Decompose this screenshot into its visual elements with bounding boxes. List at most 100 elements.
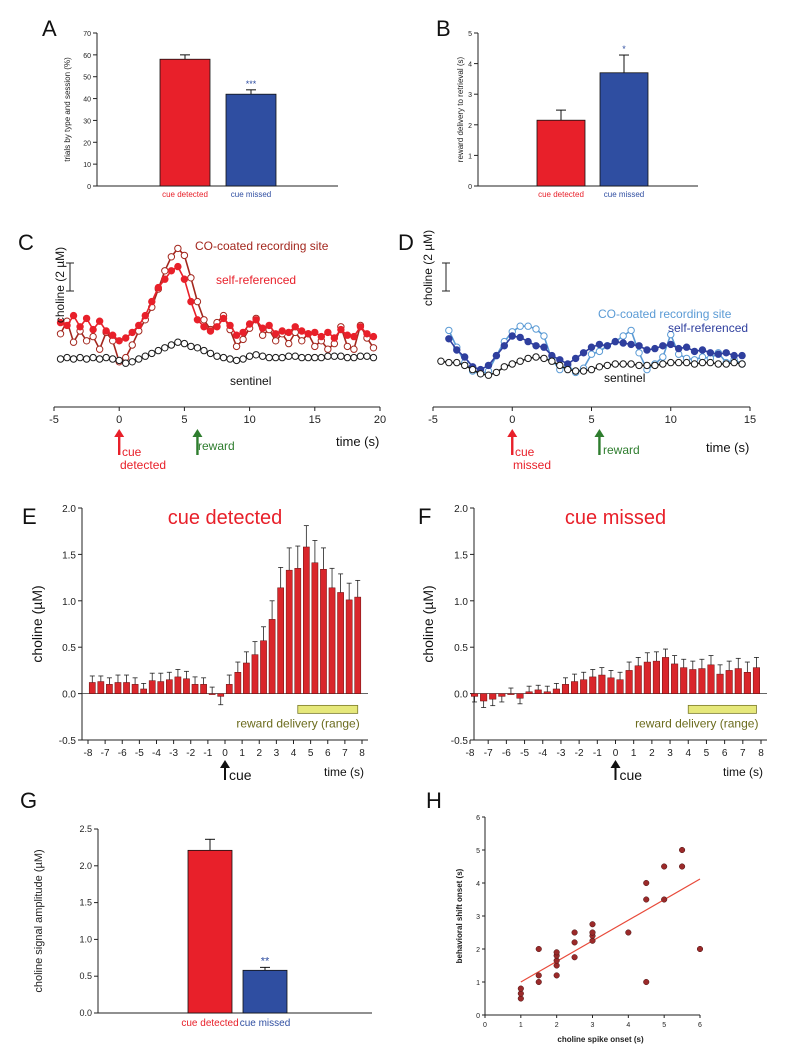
c-series-sentinel-point: [252, 351, 260, 359]
d-xtick-label: 15: [744, 414, 756, 426]
e-cue-label: cue: [229, 767, 252, 783]
f-xtick-label: -2: [575, 748, 584, 759]
c-series-co-coated-recording-site-point: [167, 253, 176, 261]
e-bar: [251, 654, 259, 694]
c-xtick-label: 0: [116, 414, 122, 426]
c-series-self-referenced-point: [69, 311, 78, 320]
e-xtick-label: 4: [291, 748, 297, 759]
d-series-sentinel-point: [690, 360, 699, 368]
panel-letter-d: D: [398, 230, 414, 255]
c-series-sentinel-point: [122, 359, 130, 367]
g-bar: [187, 849, 233, 1014]
f-ylabel: choline (µM): [420, 585, 436, 662]
c-series-sentinel-point: [317, 353, 326, 362]
b-ytick-label: 3: [468, 92, 472, 99]
d-series-sentinel-point: [730, 358, 738, 367]
d-series-self-referenced-point: [484, 361, 493, 370]
c-xlabel: time (s): [336, 434, 379, 449]
c-series-self-referenced-point: [56, 318, 65, 327]
c-series-sentinel-point: [311, 353, 319, 362]
e-xtick-label: 1: [239, 748, 245, 759]
e-bar: [200, 684, 207, 694]
f-bar: [525, 691, 533, 694]
c-series-sentinel-point: [265, 353, 273, 362]
c-series-self-referenced-point: [161, 275, 169, 283]
e-bar: [268, 619, 276, 694]
a-ytick-label: 50: [83, 75, 91, 82]
panel-h: 0 1 2 3 4 5 6 0 1 2 3 4 5 6 choline spike onset (s) beh…: [455, 815, 704, 1044]
a-ytick-label: 40: [83, 97, 91, 104]
d-series-sentinel-point: [524, 354, 532, 363]
h-xtick-label: 4: [626, 1022, 630, 1029]
f-bar: [680, 667, 688, 694]
c-series-co-coated-recording-site-point: [285, 339, 293, 348]
d-cue-arrowhead: [507, 429, 518, 437]
d-series-sentinel-point: [476, 370, 485, 378]
d-series-co-coated-recording-site-point: [619, 332, 627, 340]
c-series-sentinel-point: [363, 352, 371, 360]
f-bar: [507, 693, 515, 695]
e-bar: [131, 684, 139, 694]
h-ytick-label: 6: [476, 815, 480, 822]
a-bar: [159, 58, 211, 187]
c-xtick-label: 20: [374, 414, 386, 426]
panel-letter-c: C: [18, 230, 34, 255]
b-bar: [536, 119, 586, 187]
c-series-co-coated-recording-site-point: [271, 337, 280, 345]
panel-letter-h: H: [426, 788, 442, 813]
e-cue-arrowhead: [220, 760, 230, 768]
c-series-self-referenced-point: [63, 321, 71, 330]
c-series-co-coated-recording-site-line: [59, 247, 375, 364]
d-series-sentinel-point: [698, 358, 707, 367]
c-series-self-referenced-point: [128, 328, 136, 337]
f-bar: [752, 667, 760, 694]
c-series-self-referenced-point: [95, 317, 104, 325]
c-series-sentinel-point: [89, 353, 97, 362]
d-series-self-referenced-point: [453, 346, 461, 354]
d-reward-label: reward: [603, 443, 640, 457]
a-category-label: cue missed: [231, 190, 271, 199]
c-series-self-referenced-point: [311, 328, 319, 337]
d-series-sentinel-point: [714, 360, 722, 368]
c-series-sentinel-point: [369, 353, 378, 362]
e-title: cue detected: [168, 507, 283, 529]
c-xtick-label: -5: [49, 414, 59, 426]
e-bar: [225, 684, 233, 694]
d-series-co-coated-recording-site-point: [532, 325, 540, 333]
c-series-co-coated-recording-site-point: [324, 345, 332, 353]
panel-f: -0.5 0.0 0.5 1.0 1.5 2.0 -8 -7 -6 -5 -4 -3 -2 -1 0 1 2 3 4…: [420, 504, 767, 783]
c-series-co-coated-recording-site-point: [298, 337, 306, 345]
c-series-sentinel-point: [200, 346, 208, 355]
f-xtick-label: -7: [484, 748, 493, 759]
e-bar: [294, 568, 302, 694]
c-series-sentinel-point: [258, 352, 267, 360]
g-category-label: cue detected: [181, 1018, 238, 1029]
e-xtick-label: 5: [308, 748, 314, 759]
c-series-sentinel-point: [298, 353, 306, 362]
d-series-co-coated-recording-site-point: [516, 322, 524, 330]
c-series-self-referenced-point: [317, 332, 326, 341]
c-series-self-referenced-point: [89, 325, 97, 334]
e-bar: [88, 682, 96, 694]
h-point: [571, 929, 578, 936]
b-category-label: cue detected: [538, 190, 584, 199]
d-series-self-referenced-point: [587, 343, 596, 351]
c-series-sentinel-point: [239, 355, 247, 363]
h-point: [679, 863, 686, 870]
a-ytick-label: 10: [83, 162, 91, 169]
b-ytick-label: 5: [468, 31, 472, 38]
c-series-self-referenced-point: [141, 311, 149, 320]
d-series-self-referenced-point: [635, 342, 643, 350]
d-series-sentinel-point: [540, 354, 548, 363]
c-series-self-referenced-point: [154, 283, 163, 292]
c-series-sentinel-point: [219, 353, 228, 362]
h-fit-line: [520, 878, 701, 983]
h-ylabel: behavioral shift onset (s): [455, 868, 464, 963]
panel-letter-b: B: [436, 16, 451, 41]
f-ytick-label: 0.0: [454, 690, 468, 701]
e-xlabel: time (s): [324, 765, 364, 779]
g-ytick-label: 0.0: [79, 1008, 92, 1018]
f-bar: [661, 657, 670, 694]
f-cue-label: cue: [620, 767, 643, 783]
c-series-self-referenced-point: [343, 331, 352, 339]
